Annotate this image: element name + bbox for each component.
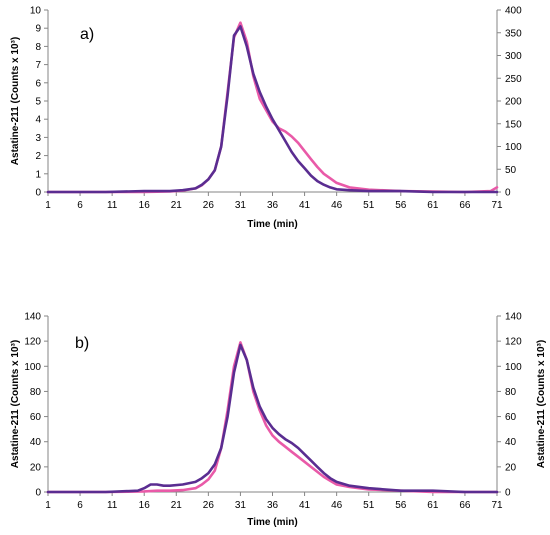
x-tick-label: 66	[459, 500, 471, 511]
x-tick-label: 46	[331, 200, 343, 211]
y-tick-label-left: 0	[35, 188, 41, 199]
panel-label: a)	[80, 26, 94, 43]
y-tick-label-left: 8	[35, 42, 41, 53]
x-tick-label: 51	[363, 500, 375, 511]
y-tick-label-right: 300	[505, 51, 522, 62]
y-tick-label-right: 0	[505, 188, 511, 199]
y-axis-title-right: Astatine-211 (Counts x 10³)	[536, 340, 547, 468]
y-tick-label-left: 40	[30, 437, 42, 448]
y-tick-label-right: 60	[505, 412, 517, 423]
x-axis-title: Time (min)	[247, 219, 297, 230]
y-tick-label-left: 60	[30, 412, 42, 423]
x-tick-label: 16	[139, 200, 151, 211]
y-tick-label-right: 20	[505, 462, 517, 473]
y-tick-label-left: 0	[35, 488, 41, 499]
x-tick-label: 51	[363, 200, 375, 211]
y-tick-label-right: 140	[505, 312, 522, 323]
y-tick-label-left: 7	[35, 60, 41, 71]
y-tick-label-right: 250	[505, 74, 522, 85]
y-tick-label-right: 150	[505, 119, 522, 130]
y-tick-label-left: 6	[35, 78, 41, 89]
y-tick-label-right: 350	[505, 28, 522, 39]
x-tick-label: 66	[459, 200, 471, 211]
series-line-pink	[46, 341, 499, 494]
x-tick-label: 16	[139, 500, 151, 511]
y-tick-label-right: 0	[505, 488, 511, 499]
y-tick-label-left: 3	[35, 133, 41, 144]
y-tick-label-left: 5	[35, 97, 41, 108]
x-tick-label: 41	[299, 200, 311, 211]
y-tick-label-right: 80	[505, 387, 517, 398]
x-tick-label: 71	[491, 200, 503, 211]
x-tick-label: 21	[171, 500, 183, 511]
x-tick-label: 11	[107, 500, 118, 511]
series-line-purple	[46, 25, 499, 194]
y-tick-label-left: 4	[35, 115, 41, 126]
x-tick-label: 1	[45, 500, 51, 511]
y-tick-label-right: 40	[505, 437, 517, 448]
y-tick-label-left: 120	[24, 337, 41, 348]
y-axis-title-left: Astatine-211 (Counts x 10³)	[10, 37, 21, 165]
y-tick-label-left: 140	[24, 312, 41, 323]
y-tick-label-right: 100	[505, 142, 522, 153]
series-line-pink	[46, 21, 499, 194]
x-tick-label: 6	[77, 200, 83, 211]
x-tick-label: 36	[267, 500, 279, 511]
y-tick-label-left: 1	[35, 169, 41, 180]
x-tick-label: 21	[171, 200, 183, 211]
y-tick-label-left: 10	[30, 6, 42, 17]
y-tick-label-right: 120	[505, 337, 522, 348]
y-tick-label-right: 50	[505, 165, 517, 176]
x-axis-title: Time (min)	[247, 517, 297, 528]
y-tick-label-left: 2	[35, 151, 41, 162]
y-axis-title-left: Astatine-211 (Counts x 10³)	[10, 340, 21, 468]
x-tick-label: 56	[395, 200, 407, 211]
x-tick-label: 26	[203, 500, 215, 511]
y-tick-label-left: 20	[30, 462, 42, 473]
x-tick-label: 61	[427, 500, 439, 511]
x-tick-label: 56	[395, 500, 407, 511]
x-tick-label: 71	[491, 500, 503, 511]
y-tick-label-right: 100	[505, 362, 522, 373]
x-tick-label: 41	[299, 500, 311, 511]
panel-label: b)	[75, 335, 89, 352]
x-tick-label: 61	[427, 200, 439, 211]
x-tick-label: 26	[203, 200, 215, 211]
x-tick-label: 46	[331, 500, 343, 511]
y-tick-label-left: 80	[30, 387, 42, 398]
y-tick-label-left: 9	[35, 24, 41, 35]
y-tick-label-right: 200	[505, 97, 522, 108]
x-tick-label: 31	[235, 500, 247, 511]
y-tick-label-right: 400	[505, 6, 522, 17]
y-tick-label-left: 100	[24, 362, 41, 373]
x-tick-label: 6	[77, 500, 83, 511]
x-tick-label: 11	[107, 200, 118, 211]
x-tick-label: 31	[235, 200, 247, 211]
x-tick-label: 1	[45, 200, 51, 211]
x-tick-label: 36	[267, 200, 279, 211]
series-line-purple	[46, 343, 499, 494]
